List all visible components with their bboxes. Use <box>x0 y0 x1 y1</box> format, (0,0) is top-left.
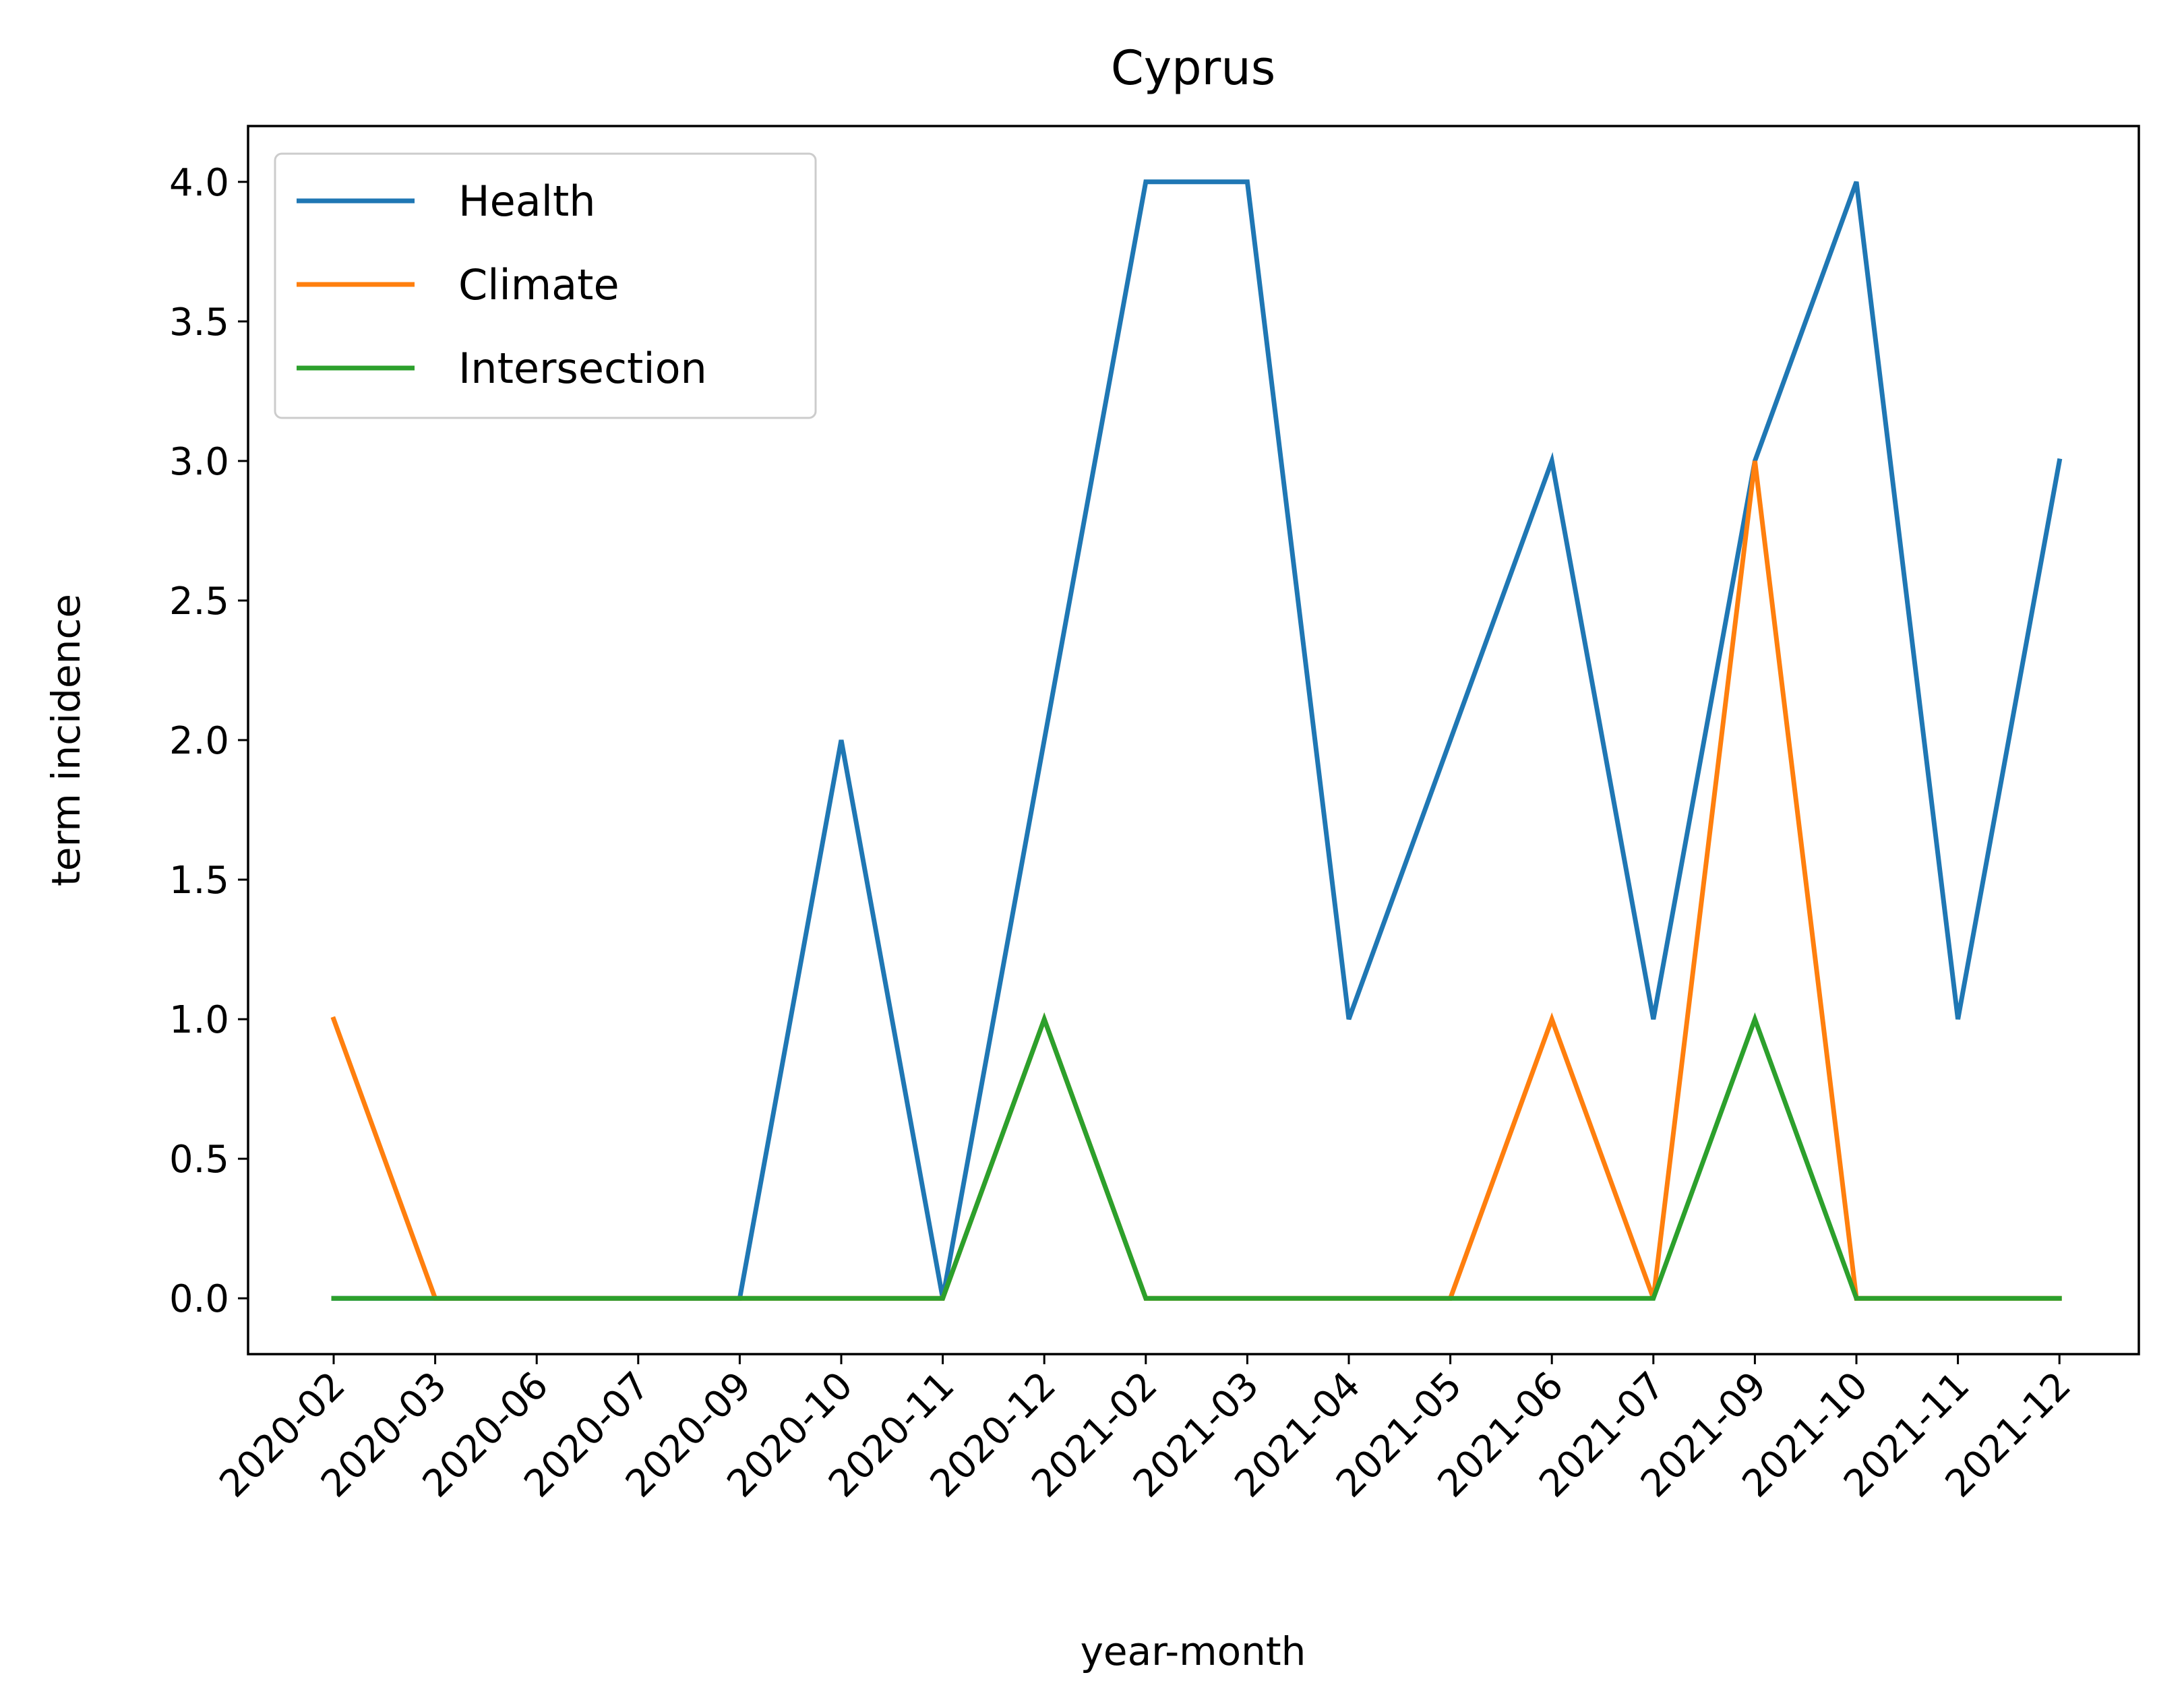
series-layer <box>330 179 2063 1301</box>
y-axis-ticks: 0.0 0.5 1.0 1.5 2.0 2.5 3.0 3.5 4.0 <box>169 161 248 1321</box>
y-tick-label: 2.0 <box>169 719 229 763</box>
plot-frame <box>247 125 2140 1355</box>
y-tick-label: 0.5 <box>169 1138 229 1182</box>
legend-label-health: Health <box>458 177 596 226</box>
y-tick-label: 1.5 <box>169 859 229 903</box>
y-tick-label: 3.5 <box>169 301 229 344</box>
x-axis-ticks: 2020-022020-032020-062020-072020-092020-… <box>211 1354 2080 1506</box>
series-line-intersection <box>331 1012 2062 1301</box>
legend-label-intersection: Intersection <box>458 344 707 393</box>
legend-box <box>274 152 817 419</box>
y-tick-label: 0.0 <box>169 1277 229 1321</box>
y-tick-label: 3.0 <box>169 440 229 484</box>
legend: Health Climate Intersection <box>274 152 817 419</box>
series-line-climate <box>330 460 2062 1301</box>
legend-label-climate: Climate <box>458 260 619 309</box>
y-tick-label: 2.5 <box>169 580 229 623</box>
x-axis-label: year-month <box>1081 1628 1306 1674</box>
y-tick-label: 4.0 <box>169 161 229 205</box>
chart-title: Cyprus <box>1111 40 1275 96</box>
y-axis-label: term incidence <box>43 594 89 886</box>
y-tick-label: 1.0 <box>169 998 229 1042</box>
